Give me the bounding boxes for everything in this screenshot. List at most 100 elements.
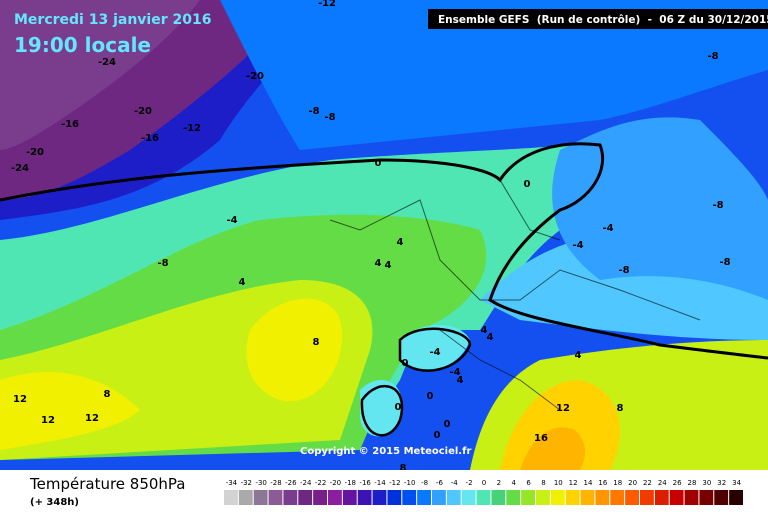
legend-swatch: [521, 490, 535, 505]
legend-label: 12: [569, 479, 578, 487]
contour-label: -8: [308, 106, 319, 117]
legend-swatch: [432, 490, 446, 505]
contour-label: 4: [375, 258, 382, 269]
legend-swatch: [729, 490, 743, 505]
contour-label: 12: [556, 403, 570, 414]
contour-label: -8: [707, 51, 718, 62]
legend-label: 4: [511, 479, 516, 487]
contour-label: -20: [134, 106, 152, 117]
legend-swatch: [565, 490, 580, 505]
contour-label: 4: [575, 350, 582, 361]
color-legend: -34 -32 -30 -28 -26 -24 -22 -20 -18 -16 -14 -12 -10-…: [224, 479, 743, 505]
contour-labels: -12 -24 -20 -8 -20 -8 -8 -16 -12 -16 -20…: [11, 0, 731, 474]
contour-label: 0: [434, 430, 441, 441]
legend-label: 14: [584, 479, 593, 487]
contour-label: 0: [375, 158, 382, 169]
legend-label: 2: [497, 479, 501, 487]
legend-swatch: [610, 490, 625, 505]
contour-label: 0: [524, 179, 531, 190]
model-banner: [428, 9, 768, 29]
legend-swatch: [550, 490, 565, 505]
legend-label: 16: [598, 479, 607, 487]
legend-swatch: [372, 490, 387, 505]
map-field: [0, 0, 768, 470]
legend-swatch: [446, 490, 461, 505]
legend-swatch: [580, 490, 595, 505]
legend-label: 22: [643, 479, 652, 487]
contour-label: 8: [617, 403, 624, 414]
contour-label: 12: [41, 415, 55, 426]
contour-label: -24: [11, 163, 29, 174]
legend-label: -10: [404, 479, 415, 487]
contour-label: -4: [602, 223, 613, 234]
legend-label: -26: [285, 479, 297, 487]
legend-label: -34: [226, 479, 238, 487]
legend-label: 18: [613, 479, 622, 487]
legend-swatch: [506, 490, 521, 505]
contour-label: -20: [26, 147, 44, 158]
legend-swatch: [357, 490, 372, 505]
legend-label: -24: [300, 479, 312, 487]
legend-swatch: [640, 490, 654, 505]
legend-label: -14: [374, 479, 386, 487]
contour-label: 4: [457, 375, 464, 386]
legend-swatch: [328, 490, 342, 505]
legend-label: -30: [255, 479, 266, 487]
contour-label: -8: [324, 112, 335, 123]
legend-swatch: [699, 490, 714, 505]
legend-label: -28: [270, 479, 281, 487]
legend-label: 26: [673, 479, 682, 487]
contour-label: -4: [226, 215, 237, 226]
local-time: 19:00 locale: [14, 33, 151, 57]
legend-swatch: [224, 490, 238, 505]
contour-label: 4: [239, 277, 246, 288]
legend-swatch: [283, 490, 298, 505]
legend-swatch: [417, 490, 431, 505]
contour-label: -8: [618, 265, 629, 276]
legend-swatch: [402, 490, 417, 505]
contour-label: -20: [246, 71, 264, 82]
contour-label: 16: [534, 433, 548, 444]
contour-label: -8: [719, 257, 730, 268]
legend-swatch: [714, 490, 729, 505]
contour-label: 12: [13, 394, 27, 405]
contour-label: -12: [183, 123, 201, 134]
legend-label: -12: [389, 479, 400, 487]
legend-label: 10: [554, 479, 563, 487]
legend-label: 6: [526, 479, 531, 487]
legend-swatch: [268, 490, 283, 505]
contour-label: 0: [444, 419, 451, 430]
contour-label: -8: [712, 200, 723, 211]
copyright: Copyright © 2015 Meteociel.fr: [300, 446, 471, 457]
legend-label: 32: [717, 479, 726, 487]
contour-label: 0: [427, 391, 434, 402]
legend-label: 0: [482, 479, 486, 487]
legend-swatch: [342, 490, 357, 505]
contour-label: -12: [318, 0, 336, 9]
contour-label: 4: [385, 260, 392, 271]
date: Mercredi 13 janvier 2016: [14, 12, 211, 28]
forecast-lead: (+ 348h): [30, 497, 79, 508]
legend-swatch: [491, 490, 506, 505]
contour-label: 4: [397, 237, 404, 248]
legend-swatch: [625, 490, 639, 505]
legend-swatch: [476, 490, 491, 505]
legend-label: -2: [466, 479, 473, 487]
legend-label: -4: [451, 479, 459, 487]
legend-label: 8: [541, 479, 545, 487]
legend-label: -22: [315, 479, 326, 487]
contour-label: -4: [572, 240, 583, 251]
legend-swatch: [253, 490, 268, 505]
contour-label: -24: [98, 57, 116, 68]
legend-swatch: [313, 490, 327, 505]
legend-label: 28: [688, 479, 697, 487]
contour-label: 0: [402, 358, 409, 369]
legend-label: 24: [658, 479, 667, 487]
legend-swatch: [461, 490, 476, 505]
legend-swatch: [654, 490, 669, 505]
legend-label: -20: [330, 479, 341, 487]
footer-title: Température 850hPa: [29, 475, 186, 493]
legend-swatch: [595, 490, 610, 505]
contour-label: 4: [481, 325, 488, 336]
